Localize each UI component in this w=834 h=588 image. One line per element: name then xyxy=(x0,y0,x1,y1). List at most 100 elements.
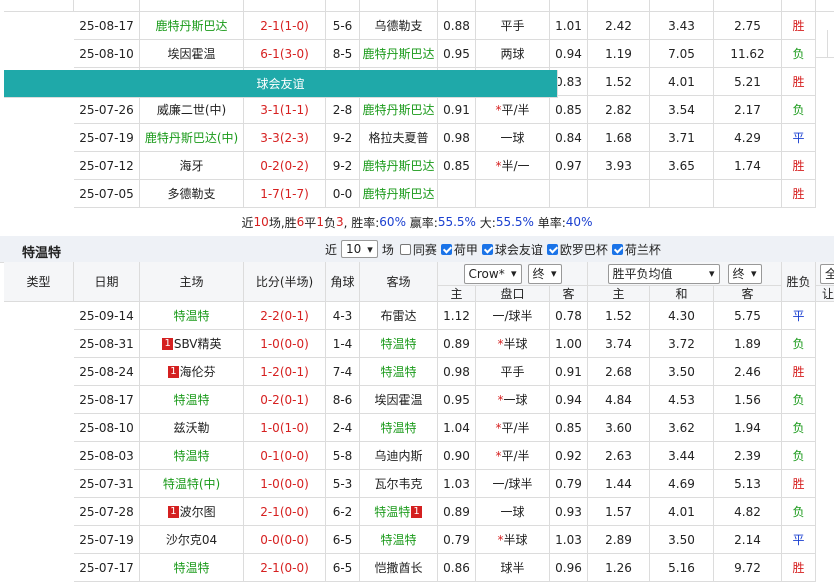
team-name: 鹿特丹斯巴达(中) xyxy=(144,131,239,145)
summary-part: 场,胜 xyxy=(268,215,297,230)
red-card-badge: 1 xyxy=(162,337,173,350)
home-team: 兹沃勒 xyxy=(140,414,244,442)
team-name: 特温特 xyxy=(173,449,210,463)
match-score: 1-0(0-0) xyxy=(244,470,326,498)
stage-select[interactable]: 终 xyxy=(727,263,762,284)
count-select[interactable]: 10 xyxy=(341,240,378,258)
match-date: 25-09-14 xyxy=(74,302,140,330)
match-score: 1-7(1-7) xyxy=(244,180,326,208)
summary-line: 近 10 场,胜 6 平 1 负 3, 胜率: 60% 赢率: 55.5% 大: 55.5% 单率:… xyxy=(0,208,834,237)
handicap-mark: * xyxy=(495,158,502,173)
handicap-mark: * xyxy=(497,336,504,351)
away-water: 0.94 xyxy=(550,40,588,68)
team-name: 波尔图 xyxy=(179,505,216,519)
away-water: 0.91 xyxy=(550,358,588,386)
home-team: 特温特 xyxy=(140,442,244,470)
match-score: 2-1(0-0) xyxy=(244,554,326,582)
team-name: 乌迪内斯 xyxy=(374,449,423,463)
handicap-text: 平手 xyxy=(500,19,525,33)
handicap-text: 平/半 xyxy=(501,103,530,117)
filter-checkbox[interactable] xyxy=(481,243,493,255)
subheader-p1: 主 xyxy=(588,286,650,302)
match-date: 25-07-28 xyxy=(74,498,140,526)
team-name: 特温特 xyxy=(380,421,417,435)
match-result: 负 xyxy=(782,386,816,414)
home-team: 海牙 xyxy=(140,152,244,180)
home-water: 1.12 xyxy=(438,302,476,330)
corner-count: 6-5 xyxy=(326,554,360,582)
handicap-mark: * xyxy=(495,102,502,117)
team-name: 兹沃勒 xyxy=(173,421,210,435)
handicap-mark: * xyxy=(495,420,502,435)
summary-part: 单率: xyxy=(533,215,566,230)
filter-checkbox[interactable] xyxy=(399,243,411,255)
away-water: 0.97 xyxy=(550,152,588,180)
handicap-mark: * xyxy=(497,532,504,547)
handicap-line: * 一球 xyxy=(476,386,550,414)
match-result: 胜 xyxy=(782,152,816,180)
home-team: 沙尔克04 xyxy=(140,526,244,554)
extra-select[interactable]: 全 xyxy=(820,263,834,284)
away-water: 0.96 xyxy=(550,554,588,582)
corner-count: 2-4 xyxy=(326,414,360,442)
away-team: 特温特 xyxy=(360,330,438,358)
count-prefix: 近 xyxy=(325,242,338,257)
home-water: 0.88 xyxy=(438,12,476,40)
handicap-text: 半球 xyxy=(503,337,528,351)
filter-label: 荷甲 xyxy=(453,242,478,257)
home-team: 特温特 xyxy=(140,386,244,414)
cut-cell xyxy=(360,0,438,12)
home-win-odds: 3.74 xyxy=(588,330,650,358)
away-win-odds: 2.75 xyxy=(714,12,782,40)
filter-checkbox[interactable] xyxy=(546,243,558,255)
away-team: 埃因霍温 xyxy=(360,386,438,414)
match-result: 负 xyxy=(782,442,816,470)
draw-odds: 5.16 xyxy=(650,554,714,582)
home-win-odds: 1.19 xyxy=(588,40,650,68)
stage-select[interactable]: 终 xyxy=(527,263,562,284)
away-win-odds: 1.94 xyxy=(714,414,782,442)
handicap-line: 一球 xyxy=(476,498,550,526)
match-result: 胜 xyxy=(782,180,816,208)
filter-label: 荷兰杯 xyxy=(624,242,661,257)
away-win-odds xyxy=(714,180,782,208)
team-name: 瓦尔韦克 xyxy=(374,477,423,491)
team-name: 鹿特丹斯巴达 xyxy=(362,159,435,173)
team-name: 海伦芬 xyxy=(179,365,216,379)
company-select[interactable]: Crow* xyxy=(463,263,522,284)
corner-count: 6-5 xyxy=(326,526,360,554)
away-water: 0.85 xyxy=(550,96,588,124)
away-team: 鹿特丹斯巴达 xyxy=(360,152,438,180)
home-win-odds: 1.52 xyxy=(588,68,650,96)
match-date: 25-08-10 xyxy=(74,414,140,442)
handicap-line: * 半/一 xyxy=(476,152,550,180)
header-score: 比分(半场) xyxy=(244,262,326,302)
away-water: 1.00 xyxy=(550,330,588,358)
team-name: 鹿特丹斯巴达 xyxy=(155,19,228,33)
handicap-line: * 平/半 xyxy=(476,414,550,442)
home-win-odds: 1.52 xyxy=(588,302,650,330)
filter-checkbox[interactable] xyxy=(611,243,623,255)
home-water: 0.98 xyxy=(438,124,476,152)
home-win-odds: 2.82 xyxy=(588,96,650,124)
away-team: 鹿特丹斯巴达 xyxy=(360,40,438,68)
handicap-header: Crow*终 xyxy=(438,262,588,286)
away-water: 0.94 xyxy=(550,386,588,414)
draw-odds: 3.50 xyxy=(650,358,714,386)
corner-count: 2-8 xyxy=(326,96,360,124)
match-date: 25-07-26 xyxy=(74,96,140,124)
away-team: 乌迪内斯 xyxy=(360,442,438,470)
away-water: 0.84 xyxy=(550,124,588,152)
home-team: 威廉二世(中) xyxy=(140,96,244,124)
handicap-text: 平/半 xyxy=(501,421,530,435)
handicap-line: * 半球 xyxy=(476,330,550,358)
draw-odds: 4.01 xyxy=(650,68,714,96)
header-away: 客场 xyxy=(360,262,438,302)
home-win-odds: 1.44 xyxy=(588,470,650,498)
home-water: 0.89 xyxy=(438,498,476,526)
average-select[interactable]: 胜平负均值 xyxy=(607,263,720,284)
header-home: 主场 xyxy=(140,262,244,302)
corner-count: 1-4 xyxy=(326,330,360,358)
home-win-odds: 3.60 xyxy=(588,414,650,442)
filter-checkbox[interactable] xyxy=(440,243,452,255)
